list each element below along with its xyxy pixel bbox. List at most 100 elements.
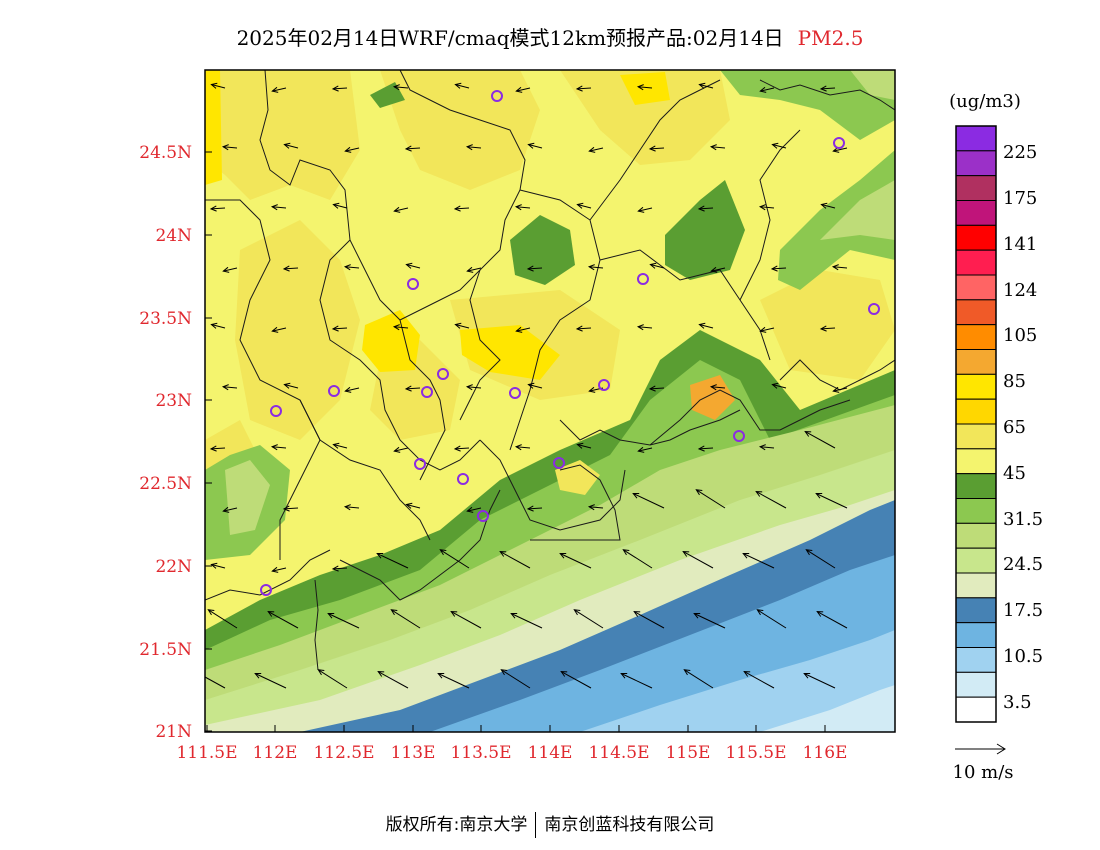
wind-arrow-head [282,505,290,512]
colorbar-cell [955,473,997,500]
map-title: 2025年02月14日WRF/cmaq模式12km预报产品:02月14日 PM2.… [0,22,1100,51]
wind-arrow [699,84,714,89]
wind-arrow-head [454,322,462,329]
wind-arrow-head [559,553,567,559]
wind-arrow-head [510,613,518,619]
lat-label: 22.5N [139,474,192,494]
wind-arrow-head [222,266,230,273]
title-pollutant: PM2.5 [797,26,864,50]
wind-arrow-head [832,146,840,153]
colorbar-cell [955,249,997,276]
wind-arrow-head [499,551,507,557]
colorbar-labels: 225 175 141 124 105 85 65 45 31.5 24.5 1… [1003,142,1043,713]
wind-arrow [223,507,238,512]
colorbar-cell [955,622,997,648]
wind-arrow [577,204,592,209]
wind-arrow-head [514,444,522,451]
wind-arrow-head [332,202,340,209]
wind-arrow-head [648,145,656,152]
wind-arrow-head [439,549,447,556]
wind-arrow [406,504,421,509]
colorbar-label: 24.5 [1003,554,1043,575]
wind-arrow [254,673,287,689]
colorbar-cell [955,572,997,599]
wind-arrow [632,493,665,509]
wind-arrow-head [756,609,764,616]
wind-arrow [345,387,360,392]
lat-label: 21N [155,722,192,742]
wind-arrow-head [390,609,398,616]
wind-arrow-head [636,84,644,91]
station-marker [477,510,489,522]
concentration-field [205,70,895,732]
colorbar-label: 65 [1003,417,1026,438]
wind-arrow-head [466,266,474,273]
wind-arrow-head [221,144,229,151]
wind-arrow [211,84,226,89]
lat-label: 21.5N [139,640,192,660]
wind-arrow [638,447,653,452]
title-main: 2025年02月14日WRF/cmaq模式12km预报产品:02月14日 [236,26,784,50]
wind-arrow-head [327,613,335,619]
wind-arrow-head [405,502,413,509]
wind-vectors [195,82,848,689]
colorbar-cell [955,671,997,698]
wind-arrow [760,206,775,209]
wind-arrow [527,267,543,270]
colorbar-cell [955,175,997,201]
wind-arrow [816,611,848,629]
wind-arrow [284,144,299,149]
wind-arrow [633,611,665,629]
wind-arrow [516,206,531,209]
footer-separator [535,812,537,838]
wind-arrow-head [282,265,290,272]
wind-arrow [516,87,531,92]
colorbar-cell [955,696,997,723]
wind-arrow [272,87,287,92]
colorbar-cell [955,547,997,574]
wind-arrow-head [771,142,779,149]
colorbar-cell [955,150,997,177]
lon-label: 115.5E [725,743,786,763]
station-marker [733,430,745,442]
colorbar-label: 10.5 [1003,646,1043,667]
wind-arrow [210,447,226,450]
wind-arrow-head [709,384,717,391]
wind-arrow-head [515,86,523,93]
wind-arrow [589,147,604,152]
wind-arrow [440,549,470,569]
wind-arrow [332,567,348,570]
wind-arrow-head [759,86,767,93]
wind-arrow-head [526,265,534,272]
wind-arrow [528,144,543,149]
wind-arrow-head [210,562,218,569]
wind-arrow-head [195,672,201,677]
wind-arrow-head [804,431,812,437]
colorbar-label: 3.5 [1003,692,1032,713]
wind-arrow-head [210,82,218,89]
station-marker [407,278,419,290]
colorbar-label: 17.5 [1003,600,1043,621]
wind-arrow-head [649,262,657,269]
wind-arrow [760,87,775,92]
wind-arrow [527,507,543,510]
wind-arrow-head [682,551,690,557]
wind-arrow [394,326,409,329]
station-marker [260,584,272,596]
footer-left: 版权所有:南京大学 [385,815,528,835]
colorbar-cell [955,349,997,375]
wind-arrow-head [515,326,523,333]
station-marker [457,473,469,485]
station-marker [868,303,880,315]
wind-arrow [467,386,482,389]
wind-arrow-head [560,671,568,677]
wind-arrow [806,549,836,569]
station-marker [598,379,610,391]
wind-arrow-head [283,382,291,389]
colorbar-cell [955,647,997,673]
wind-arrow-head [331,565,339,572]
wind-arrow [803,673,836,689]
wind-arrow-head [622,549,630,556]
wind-arrow [405,147,421,150]
latitude-axis: 24.5N 24N 23.5N 23N 22.5N 22N 21.5N 21N [139,143,212,742]
